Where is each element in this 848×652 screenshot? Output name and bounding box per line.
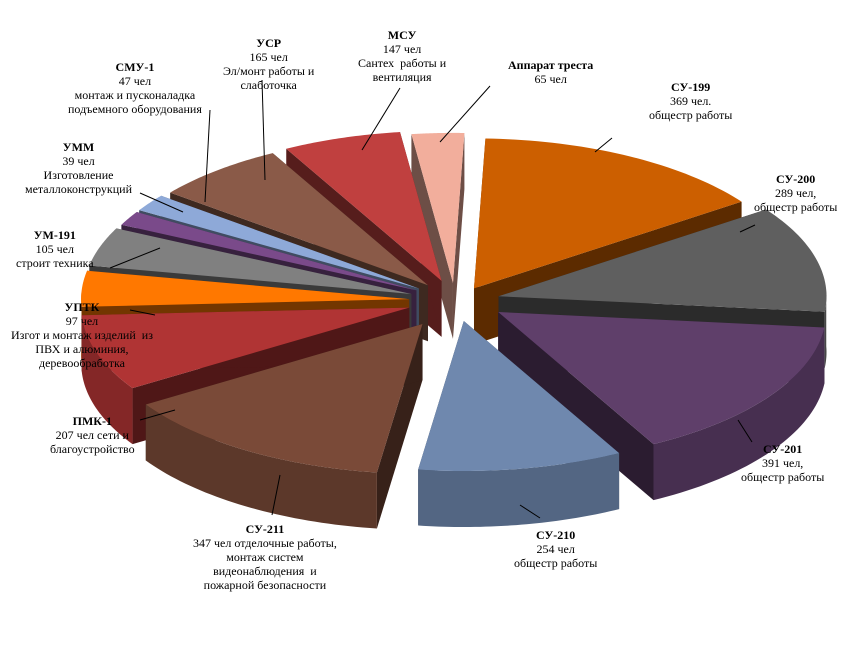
slice-wall-12-0 [411,134,453,339]
slice-label-detail: 165 чел Эл/монт работы и слаботочка [223,50,315,92]
leader-line-2 [737,419,753,443]
slice-label-detail: 391 чел, общестр работы [741,456,825,484]
leader-line-5 [139,409,176,421]
slice-rim-4 [145,404,377,529]
leader-line-1 [739,224,756,233]
slice-label-detail: 369 чел. общестр работы [649,94,733,122]
slice-top-3 [418,321,620,472]
slice-top-10 [170,153,428,286]
slice-label-name: УМ-191 [33,228,76,242]
slice-label-detail: 147 чел Сантех работы и вентиляция [358,42,447,84]
leader-line-3 [519,504,541,519]
slice-wall-12-1 [452,132,465,339]
leader-line-8 [139,192,184,213]
slice-label-detail: 207 чел сети и благоустройство [50,428,135,456]
slice-top-9 [139,195,419,289]
slice-label-name: УММ [62,140,95,154]
slice-rim-2 [653,327,825,501]
slice-top-11 [286,132,442,281]
slice-label-name: ПМК-1 [72,414,112,428]
slice-top-7 [89,228,412,294]
slice-label-detail: 47 чел монтаж и пусконаладка подъемного … [68,74,202,116]
slice-label-detail: 65 чел [534,72,567,86]
leader-line-0 [594,137,613,153]
slice-label-2: СУ-201 391 чел, общестр работы [741,442,824,484]
slice-label-detail: 254 чел общестр работы [514,542,598,570]
slice-top-5 [81,307,410,389]
leader-line-6 [129,309,156,316]
slice-label-7: УМ-191 105 чел строит техника [16,228,94,270]
slice-top-12 [411,132,465,283]
slice-label-0: СУ-199 369 чел. общестр работы [649,80,732,122]
slice-top-4 [145,323,423,473]
leader-line-4 [271,474,281,516]
slice-label-detail: 105 чел строит техника [16,242,94,270]
leader-line-12 [439,85,491,143]
slice-top-8 [121,212,417,291]
slice-rim-1 [824,290,827,368]
slice-12 [411,132,465,339]
slice-label-6: УПТК 97 чел Изгот и монтаж изделий из ПВХ… [11,300,153,370]
slice-top-1 [498,209,827,312]
slice-3 [418,321,620,528]
slice-label-11: МСУ 147 чел Сантех работы и вентиляция [358,28,446,84]
slice-label-detail: 347 чел отделочные работы, монтаж систем… [193,536,337,592]
leader-line-10 [261,79,266,181]
slice-4 [145,323,423,529]
slice-top-6 [81,270,410,307]
slice-label-10: УСР 165 чел Эл/монт работы и слаботочка [223,36,314,92]
leader-line-9 [204,109,211,203]
slice-label-name: УПТК [64,300,100,314]
slice-label-name: СУ-201 [762,442,803,456]
slice-label-4: СУ-211 347 чел отделочные работы, монтаж … [193,522,337,592]
slice-label-1: СУ-200 289 чел, общестр работы [754,172,837,214]
slice-top-2 [498,312,825,445]
leader-line-7 [109,247,161,269]
slice-label-name: УСР [256,36,282,50]
leader-line-11 [361,87,401,151]
slice-label-5: ПМК-1 207 чел сети и благоустройство [50,414,135,456]
slice-label-name: СУ-211 [245,522,285,536]
slice-top-0 [473,138,742,289]
slice-label-12: Аппарат треста 65 чел [508,58,593,86]
slice-label-name: Аппарат треста [508,58,594,72]
slice-label-name: СМУ-1 [115,60,155,74]
slice-label-3: СУ-210 254 чел общестр работы [514,528,597,570]
slice-label-name: МСУ [387,28,417,42]
slice-label-name: СУ-200 [775,172,816,186]
slice-label-8: УММ 39 чел Изготовление металлоконструкци… [25,140,132,196]
slice-label-name: СУ-210 [535,528,576,542]
slice-label-9: СМУ-1 47 чел монтаж и пусконаладка подъем… [68,60,202,116]
slice-label-name: СУ-199 [670,80,711,94]
slice-label-detail: 97 чел Изгот и монтаж изделий из ПВХ и а… [11,314,153,370]
slice-label-detail: 39 чел Изготовление металлоконструкций [25,154,133,196]
slice-label-detail: 289 чел, общестр работы [754,186,838,214]
slice-rim-3 [418,453,620,528]
slice-rim-5 [81,315,133,445]
